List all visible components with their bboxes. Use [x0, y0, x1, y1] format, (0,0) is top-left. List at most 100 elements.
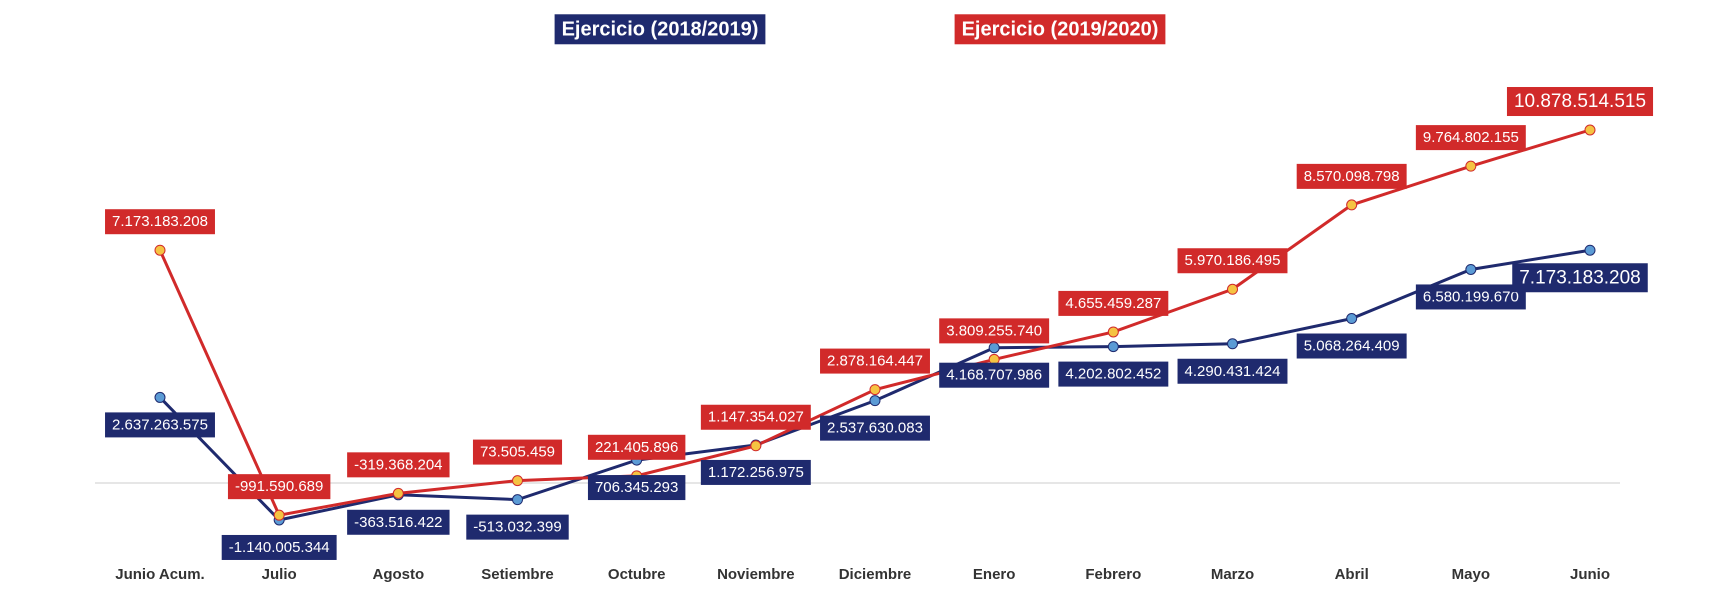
x-tick-label: Abril: [1335, 566, 1369, 583]
data-label-box: [1296, 333, 1407, 359]
data-label-group: 2.537.630.083: [820, 415, 930, 441]
data-label: 4.655.459.287: [1065, 295, 1161, 312]
data-label-box: [587, 434, 686, 460]
data-label-group: 9.764.802.155: [1415, 125, 1526, 151]
data-label-group: 2.637.263.575: [105, 412, 215, 438]
data-label: 73.505.459: [480, 444, 555, 461]
data-label-group: -1.140.005.344: [221, 534, 337, 560]
marker: [512, 494, 523, 506]
data-label-group: 7.173.183.208: [1512, 263, 1648, 293]
data-label-group: -319.368.204: [347, 452, 450, 478]
x-tick-label: Junio: [1570, 566, 1610, 583]
marker: [512, 475, 523, 487]
data-label: 2.637.263.575: [112, 416, 208, 433]
data-label-box: [1177, 358, 1288, 384]
marker: [1227, 283, 1238, 295]
data-label-box: [105, 412, 215, 438]
marker: [1107, 326, 1119, 338]
data-label: 2.878.164.447: [827, 353, 923, 370]
data-label-box: [700, 404, 811, 430]
marker: [1107, 341, 1119, 353]
marker: [1465, 263, 1477, 275]
data-label-group: 4.168.707.986: [939, 362, 1050, 388]
marker: [392, 487, 404, 499]
marker: [1584, 244, 1596, 256]
data-label-group: 6.580.199.670: [1415, 284, 1526, 310]
data-label: 1.172.256.975: [708, 464, 804, 481]
marker: [1227, 338, 1238, 350]
data-label-box: [347, 509, 450, 535]
marker: [988, 342, 1000, 354]
data-label: 221.405.896: [595, 439, 678, 456]
data-label-box: [1177, 248, 1288, 274]
data-label-box: [939, 362, 1050, 388]
data-label: 5.068.264.409: [1304, 338, 1400, 355]
x-tick-label: Julio: [262, 566, 297, 583]
marker: [869, 395, 881, 407]
data-label-box: [221, 534, 337, 560]
legend-entry: Ejercicio (2018/2019): [562, 18, 759, 40]
data-label-group: 8.570.098.798: [1296, 163, 1407, 189]
data-label-box: [820, 348, 930, 374]
data-label-group: 3.809.255.740: [939, 318, 1050, 344]
data-label-group: -513.032.399: [466, 514, 569, 540]
marker: [869, 384, 881, 396]
data-label: 706.345.293: [595, 479, 678, 496]
x-tick-label: Agosto: [372, 566, 424, 583]
data-label: 7.173.183.208: [1519, 267, 1641, 288]
data-label: 5.970.186.495: [1185, 252, 1281, 269]
data-label-group: 7.173.183.208: [105, 209, 215, 235]
data-label-box: [700, 459, 811, 485]
x-tick-label: Noviembre: [717, 566, 795, 583]
x-tick-label: Marzo: [1211, 566, 1254, 583]
legend-entry: Ejercicio (2019/2020): [962, 18, 1159, 40]
data-label-box: [472, 439, 563, 465]
legend-entry-group: Ejercicio (2019/2020): [954, 14, 1166, 45]
x-tick-label: Mayo: [1452, 566, 1490, 583]
data-label-box: [347, 452, 450, 478]
data-label-box: [1415, 284, 1526, 310]
marker: [1346, 199, 1358, 211]
marker: [1465, 160, 1477, 172]
data-label: 4.202.802.452: [1065, 366, 1161, 383]
data-label-box: [1506, 87, 1654, 117]
marker: [273, 509, 285, 521]
data-label-group: -991.590.689: [227, 474, 331, 500]
x-tick-label: Setiembre: [481, 566, 554, 583]
legend-entry-box: [554, 14, 766, 45]
data-label-box: [587, 475, 686, 501]
data-label: -319.368.204: [354, 456, 442, 473]
data-label: -991.590.689: [235, 478, 323, 495]
data-label-group: 1.172.256.975: [700, 459, 811, 485]
data-label-box: [227, 474, 331, 500]
data-label: 10.878.514.515: [1514, 91, 1646, 112]
x-tick-label: Octubre: [608, 566, 666, 583]
data-label: -363.516.422: [354, 514, 442, 531]
legend-entry-group: Ejercicio (2018/2019): [554, 14, 766, 45]
data-label: -513.032.399: [473, 519, 561, 536]
data-label: 9.764.802.155: [1423, 129, 1519, 146]
data-label: 1.147.354.027: [708, 409, 804, 426]
x-tick-label: Diciembre: [839, 566, 912, 583]
marker: [750, 440, 762, 452]
x-tick-label: Febrero: [1085, 566, 1141, 583]
data-label-group: 2.878.164.447: [820, 348, 930, 374]
data-label-box: [1296, 163, 1407, 189]
data-label: 4.168.707.986: [946, 367, 1042, 384]
legend-entry-box: [954, 14, 1166, 45]
x-tick-label: Junio Acum.: [115, 566, 204, 583]
data-label-group: 5.970.186.495: [1177, 248, 1288, 274]
data-label-box: [939, 318, 1050, 344]
marker: [154, 391, 166, 403]
data-label-box: [1058, 290, 1169, 316]
marker: [1584, 124, 1596, 136]
data-label-group: 4.655.459.287: [1058, 290, 1169, 316]
x-tick-label: Enero: [973, 566, 1016, 583]
data-label: 3.809.255.740: [946, 322, 1042, 339]
data-label-group: 4.290.431.424: [1177, 358, 1288, 384]
data-label: 7.173.183.208: [112, 213, 208, 230]
data-label-group: -363.516.422: [347, 509, 450, 535]
data-label-group: 706.345.293: [587, 475, 686, 501]
data-label-box: [105, 209, 215, 235]
